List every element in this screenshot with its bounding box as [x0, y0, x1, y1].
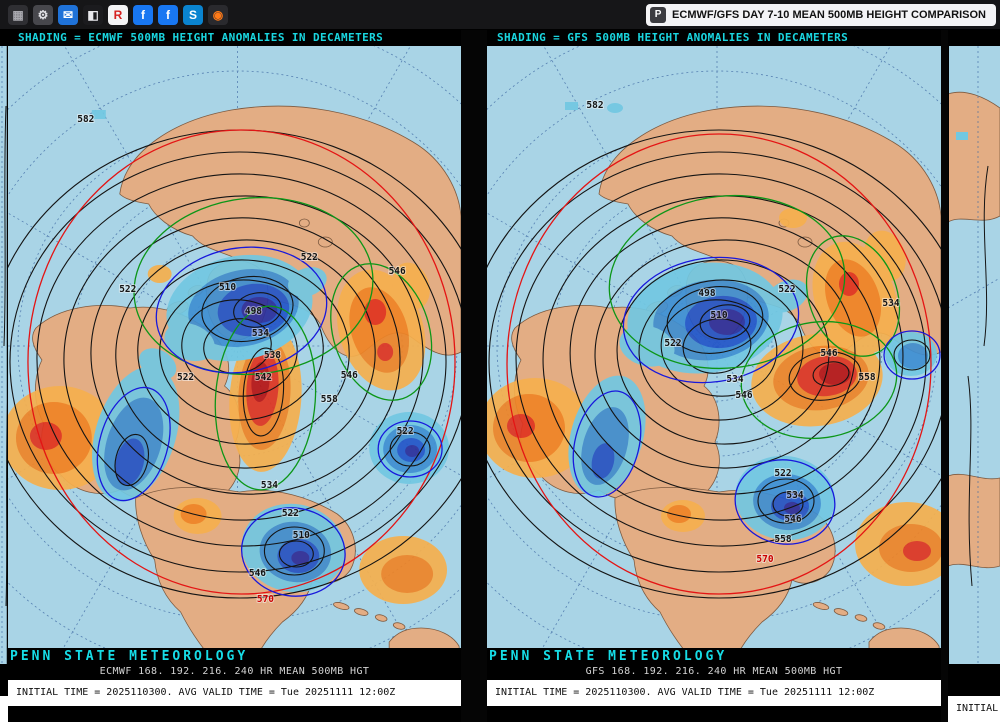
- sliver-right-map-area: [948, 46, 1000, 664]
- sliver-left-time-strip: [0, 696, 8, 722]
- time-footer-ecmwf: INITIAL TIME = 2025110300. AVG VALID TIM…: [8, 680, 461, 706]
- badge-p-icon: P: [650, 6, 667, 23]
- sliver-right-svg: [948, 46, 1000, 664]
- svg-text:522: 522: [774, 468, 791, 479]
- svg-text:546: 546: [389, 266, 406, 277]
- svg-text:542: 542: [255, 372, 272, 383]
- svg-text:558: 558: [774, 534, 791, 545]
- sliver-right-header: [948, 30, 1000, 46]
- skype-icon[interactable]: S: [183, 4, 203, 25]
- blue-anomaly-contours: [96, 246, 443, 597]
- sliver-right-model-strip: [948, 680, 1000, 696]
- map-ecmwf-area: 582 522 510 498 522 522 534 538 542 546 558 522 546 5…: [8, 46, 461, 664]
- mail-icon[interactable]: ✉: [58, 4, 78, 25]
- sliver-right-time-strip: INITIAL TIME = 2025110300. AVG VALID TIM…: [948, 696, 1000, 722]
- svg-text:558: 558: [858, 372, 875, 383]
- svg-text:546: 546: [249, 568, 266, 579]
- facebook-icon-2[interactable]: f: [158, 4, 178, 25]
- sliver-left-header: [0, 30, 8, 46]
- watermark-text: PENN STATE METEOROLOGY: [10, 648, 249, 664]
- sliver-right-map: INITIAL TIME = 2025110300. AVG VALID TIM…: [948, 30, 1000, 722]
- svg-text:582: 582: [586, 100, 603, 111]
- svg-text:534: 534: [786, 490, 803, 501]
- model-footer-ecmwf: ECMWF 168. 192. 216. 240 HR MEAN 500MB H…: [8, 664, 461, 680]
- svg-text:534: 534: [882, 298, 899, 309]
- panel-divider: [461, 30, 487, 722]
- red-anomaly-contour: [506, 133, 932, 595]
- gear-icon[interactable]: ⚙: [33, 4, 53, 25]
- svg-text:570: 570: [756, 554, 773, 565]
- map-gfs: 582 498 510 522 522 534 546 546 558 534 522 534 546 5…: [487, 46, 941, 664]
- sliver-left-svg: [0, 46, 8, 664]
- green-anomaly-contours: [133, 196, 433, 491]
- contour-labels-gfs: 582 498 510 522 522 534 546 546 558 534 522 534 546 5…: [585, 99, 900, 566]
- red-anomaly-contour: [27, 129, 456, 595]
- svg-text:522: 522: [664, 338, 681, 349]
- svg-text:534: 534: [726, 374, 743, 385]
- dock-icon[interactable]: ◧: [83, 4, 103, 25]
- svg-text:534: 534: [252, 328, 269, 339]
- svg-text:582: 582: [77, 114, 94, 125]
- firefox-icon[interactable]: ◉: [208, 4, 228, 25]
- sliver-right-penn-strip: [948, 664, 1000, 680]
- model-footer-gfs: GFS 168. 192. 216. 240 HR MEAN 500MB HGT: [487, 664, 941, 680]
- svg-text:510: 510: [219, 282, 236, 293]
- svg-text:522: 522: [397, 426, 414, 437]
- svg-text:538: 538: [264, 350, 281, 361]
- svg-text:522: 522: [177, 372, 194, 383]
- svg-text:570: 570: [257, 594, 274, 605]
- svg-text:522: 522: [119, 284, 136, 295]
- menubar-icons: ▦ ⚙ ✉ ◧ R f f S ◉: [8, 4, 228, 25]
- sliver-left-map-area: [0, 46, 8, 664]
- svg-text:546: 546: [341, 370, 358, 381]
- svg-text:510: 510: [710, 310, 727, 321]
- panel-gfs-header: SHADING = GFS 500MB HEIGHT ANOMALIES IN …: [487, 30, 941, 46]
- svg-text:510: 510: [293, 530, 310, 541]
- svg-text:546: 546: [735, 390, 752, 401]
- title-badge[interactable]: P ECMWF/GFS DAY 7-10 MEAN 500MB HEIGHT C…: [646, 3, 996, 26]
- sliver-left-penn-strip: [0, 664, 8, 680]
- svg-text:534: 534: [261, 480, 278, 491]
- content: SHADING = ECMWF 500MB HEIGHT ANOMALIES I…: [0, 30, 1000, 722]
- watermark-text: PENN STATE METEOROLOGY: [489, 648, 728, 664]
- blue-anomaly-contours: [572, 256, 941, 545]
- penn-state-watermark-gfs: PENN STATE METEOROLOGY: [487, 648, 941, 664]
- svg-text:522: 522: [778, 284, 795, 295]
- map-gfs-area: 582 498 510 522 522 534 546 546 558 534 522 534 546 5…: [487, 46, 941, 664]
- svg-text:558: 558: [321, 394, 338, 405]
- svg-text:522: 522: [282, 508, 299, 519]
- svg-text:522: 522: [301, 252, 318, 263]
- sliver-left-map: [0, 30, 8, 722]
- green-anomaly-contours: [608, 194, 901, 440]
- page-title: ECMWF/GFS DAY 7-10 MEAN 500MB HEIGHT COM…: [672, 8, 986, 21]
- panel-ecmwf: SHADING = ECMWF 500MB HEIGHT ANOMALIES I…: [8, 30, 461, 722]
- panel-gfs: SHADING = GFS 500MB HEIGHT ANOMALIES IN …: [487, 30, 941, 722]
- grid-icon[interactable]: ▦: [8, 4, 28, 25]
- panel-ecmwf-header: SHADING = ECMWF 500MB HEIGHT ANOMALIES I…: [8, 30, 461, 46]
- map-ecmwf: 582 522 510 498 522 522 534 538 542 546 558 522 546 5…: [8, 46, 461, 664]
- reddit-icon[interactable]: R: [108, 4, 128, 25]
- closed-contours-ecmwf: [114, 275, 431, 576]
- contour-labels-ecmwf: 582 522 510 498 522 522 534 538 542 546 558 522 546 5…: [76, 113, 414, 606]
- closed-contours-gfs: [666, 286, 931, 524]
- facebook-icon[interactable]: f: [133, 4, 153, 25]
- svg-text:498: 498: [245, 306, 262, 317]
- menubar: ▦ ⚙ ✉ ◧ R f f S ◉ P ECMWF/GFS DAY 7-10 M…: [0, 0, 1000, 30]
- svg-text:546: 546: [784, 514, 801, 525]
- svg-text:546: 546: [820, 348, 837, 359]
- panel-divider-2: [941, 30, 948, 722]
- time-footer-gfs: INITIAL TIME = 2025110300. AVG VALID TIM…: [487, 680, 941, 706]
- svg-text:498: 498: [698, 288, 715, 299]
- sliver-left-model-strip: [0, 680, 8, 696]
- penn-state-watermark-ecmwf: PENN STATE METEOROLOGY: [8, 648, 461, 664]
